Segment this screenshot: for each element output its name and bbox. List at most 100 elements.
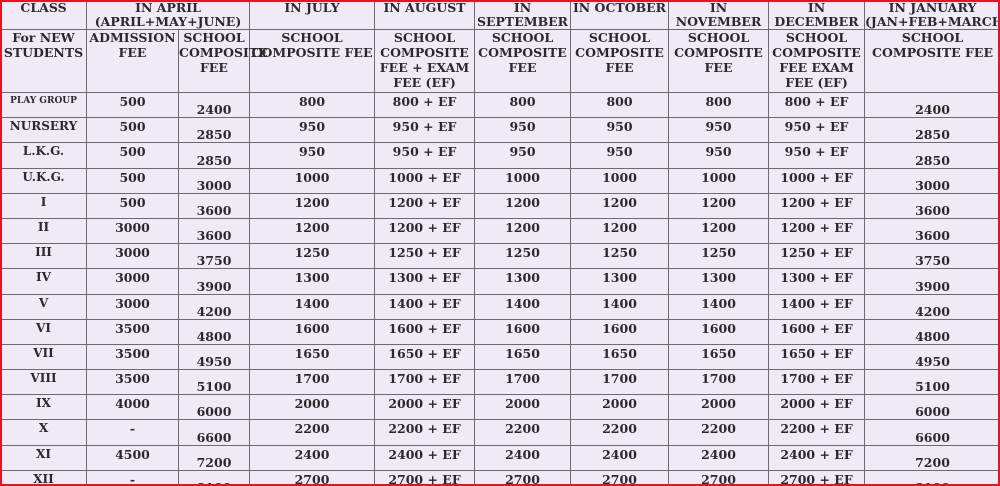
header-admission-fee: ADMISSION FEE (86, 29, 179, 93)
cell-admission-fee: 3500 (86, 318, 179, 345)
cell-september-fee: 2700 (474, 469, 572, 484)
cell-august-fee: 2200 + EF (374, 419, 476, 446)
cell-july-fee: 950 (249, 142, 376, 169)
cell-admission-fee: 500 (86, 192, 179, 219)
table-row: V 3000 4200 1400 1400 + EF 1400 1400 1400 1400 +… (2, 293, 998, 320)
table-row: IX 4000 6000 2000 2000 + EF 2000 2000 2000 2000 … (2, 394, 998, 421)
cell-admission-fee: 3000 (86, 243, 179, 270)
table-row: L.K.G. 500 2850 950 950 + EF 950 950 950 950 + E… (2, 142, 998, 169)
table-row: X -6600 2200 2200 + EF 2200 2200 2200 2200 + EF… (2, 419, 998, 446)
cell-july-fee: 800 (249, 91, 376, 119)
cell-class: NURSERY (2, 117, 87, 144)
cell-july-fee: 1000 (249, 167, 376, 194)
cell-september-fee: 1200 (474, 217, 572, 245)
cell-september-fee: 1300 (474, 268, 572, 295)
cell-october-fee: 2700 (570, 469, 670, 484)
cell-january-fee: 7200 (864, 444, 998, 471)
cell-august-fee: 1700 + EF (374, 369, 476, 396)
cell-april-composite-fee: 2400 (177, 91, 251, 119)
table-row: I 500 3600 1200 1200 + EF 1200 1200 1200 1200 + … (2, 192, 998, 219)
cell-october-fee: 1600 (570, 318, 670, 345)
cell-admission-fee: 3000 (86, 293, 179, 320)
cell-january-fee: 2850 (864, 117, 998, 144)
cell-august-fee: 1250 + EF (374, 243, 476, 270)
cell-october-fee: 1250 (570, 243, 670, 270)
cell-december-fee: 1300 + EF (768, 268, 866, 295)
cell-december-fee: 1200 + EF (768, 192, 866, 219)
cell-october-fee: 2000 (570, 394, 670, 421)
cell-december-fee: 950 + EF (768, 142, 866, 169)
table-row: VI 3500 4800 1600 1600 + EF 1600 1600 1600 1600 … (2, 318, 998, 345)
cell-class: L.K.G. (2, 142, 87, 169)
header-new-students: For NEW STUDENTS (2, 29, 87, 93)
cell-july-fee: 950 (249, 117, 376, 144)
cell-november-fee: 1000 (668, 167, 770, 194)
table-row: VIII 3500 5100 1700 1700 + EF 1700 1700 1700 170… (2, 369, 998, 396)
cell-september-fee: 950 (474, 142, 572, 169)
cell-admission-fee: 4000 (86, 394, 179, 421)
cell-october-fee: 1000 (570, 167, 670, 194)
cell-april-composite-fee: 2850 (177, 142, 251, 169)
cell-april-composite-fee: 8100 (177, 469, 251, 484)
header-august-fee: SCHOOL COMPOSITE FEE + EXAM FEE (EF) (374, 29, 476, 93)
cell-september-fee: 1650 (474, 343, 572, 371)
header-april: IN APRIL (APRIL+MAY+JUNE) (85, 2, 251, 30)
cell-april-composite-fee: 6600 (177, 419, 251, 446)
cell-august-fee: 1200 + EF (374, 192, 476, 219)
cell-class: V (2, 293, 87, 320)
cell-january-fee: 2850 (864, 142, 998, 169)
header-november: IN NOVEMBER (668, 2, 770, 30)
cell-august-fee: 1300 + EF (374, 268, 476, 295)
header-january: IN JANUARY (JAN+FEB+MARCH) (864, 0, 1000, 30)
cell-admission-fee: 500 (86, 167, 179, 194)
cell-november-fee: 1400 (668, 293, 770, 320)
cell-december-fee: 950 + EF (768, 117, 866, 144)
cell-class: X (2, 419, 87, 446)
cell-october-fee: 1200 (570, 217, 670, 245)
cell-december-fee: 1200 + EF (768, 217, 866, 245)
cell-january-fee: 5100 (864, 369, 998, 396)
cell-january-fee: 3750 (864, 243, 998, 270)
cell-april-composite-fee: 3900 (177, 268, 251, 295)
cell-july-fee: 1200 (249, 217, 376, 245)
cell-class: XII (2, 469, 87, 484)
cell-july-fee: 1700 (249, 369, 376, 396)
cell-august-fee: 950 + EF (374, 142, 476, 169)
cell-january-fee: 3600 (864, 192, 998, 219)
cell-october-fee: 1700 (570, 369, 670, 396)
cell-admission-fee: 4500 (86, 444, 179, 471)
cell-november-fee: 1250 (668, 243, 770, 270)
cell-november-fee: 1700 (668, 369, 770, 396)
cell-november-fee: 1200 (668, 217, 770, 245)
cell-september-fee: 1250 (474, 243, 572, 270)
header-july-fee: SCHOOL COMPOSITE FEE (249, 29, 376, 93)
cell-january-fee: 2400 (864, 91, 998, 119)
cell-april-composite-fee: 3600 (177, 217, 251, 245)
cell-january-fee: 4800 (864, 318, 998, 345)
cell-april-composite-fee: 5100 (177, 369, 251, 396)
cell-october-fee: 950 (570, 142, 670, 169)
table-row: PLAY GROUP 500 2400 800 800 + EF 800 800 800 800… (2, 91, 998, 119)
cell-january-fee: 4200 (864, 293, 998, 320)
cell-november-fee: 1600 (668, 318, 770, 345)
cell-november-fee: 2200 (668, 419, 770, 446)
cell-august-fee: 1650 + EF (374, 343, 476, 371)
table-row: U.K.G. 500 3000 1000 1000 + EF 1000 1000 1000 10… (2, 167, 998, 194)
cell-october-fee: 1400 (570, 293, 670, 320)
cell-admission-fee: 3500 (86, 343, 179, 371)
cell-july-fee: 2700 (249, 469, 376, 484)
cell-december-fee: 2200 + EF (768, 419, 866, 446)
cell-august-fee: 2700 + EF (374, 469, 476, 484)
cell-october-fee: 800 (570, 91, 670, 119)
cell-september-fee: 1000 (474, 167, 572, 194)
cell-class: II (2, 217, 87, 245)
cell-november-fee: 1200 (668, 192, 770, 219)
cell-admission-fee: - (86, 469, 179, 484)
cell-class: VII (2, 343, 87, 371)
cell-august-fee: 1600 + EF (374, 318, 476, 345)
header-july: IN JULY (249, 2, 376, 30)
header-december-fee: SCHOOL COMPOSITE FEE EXAM FEE (EF) (768, 29, 866, 93)
cell-july-fee: 1650 (249, 343, 376, 371)
cell-class: XI (2, 444, 87, 471)
